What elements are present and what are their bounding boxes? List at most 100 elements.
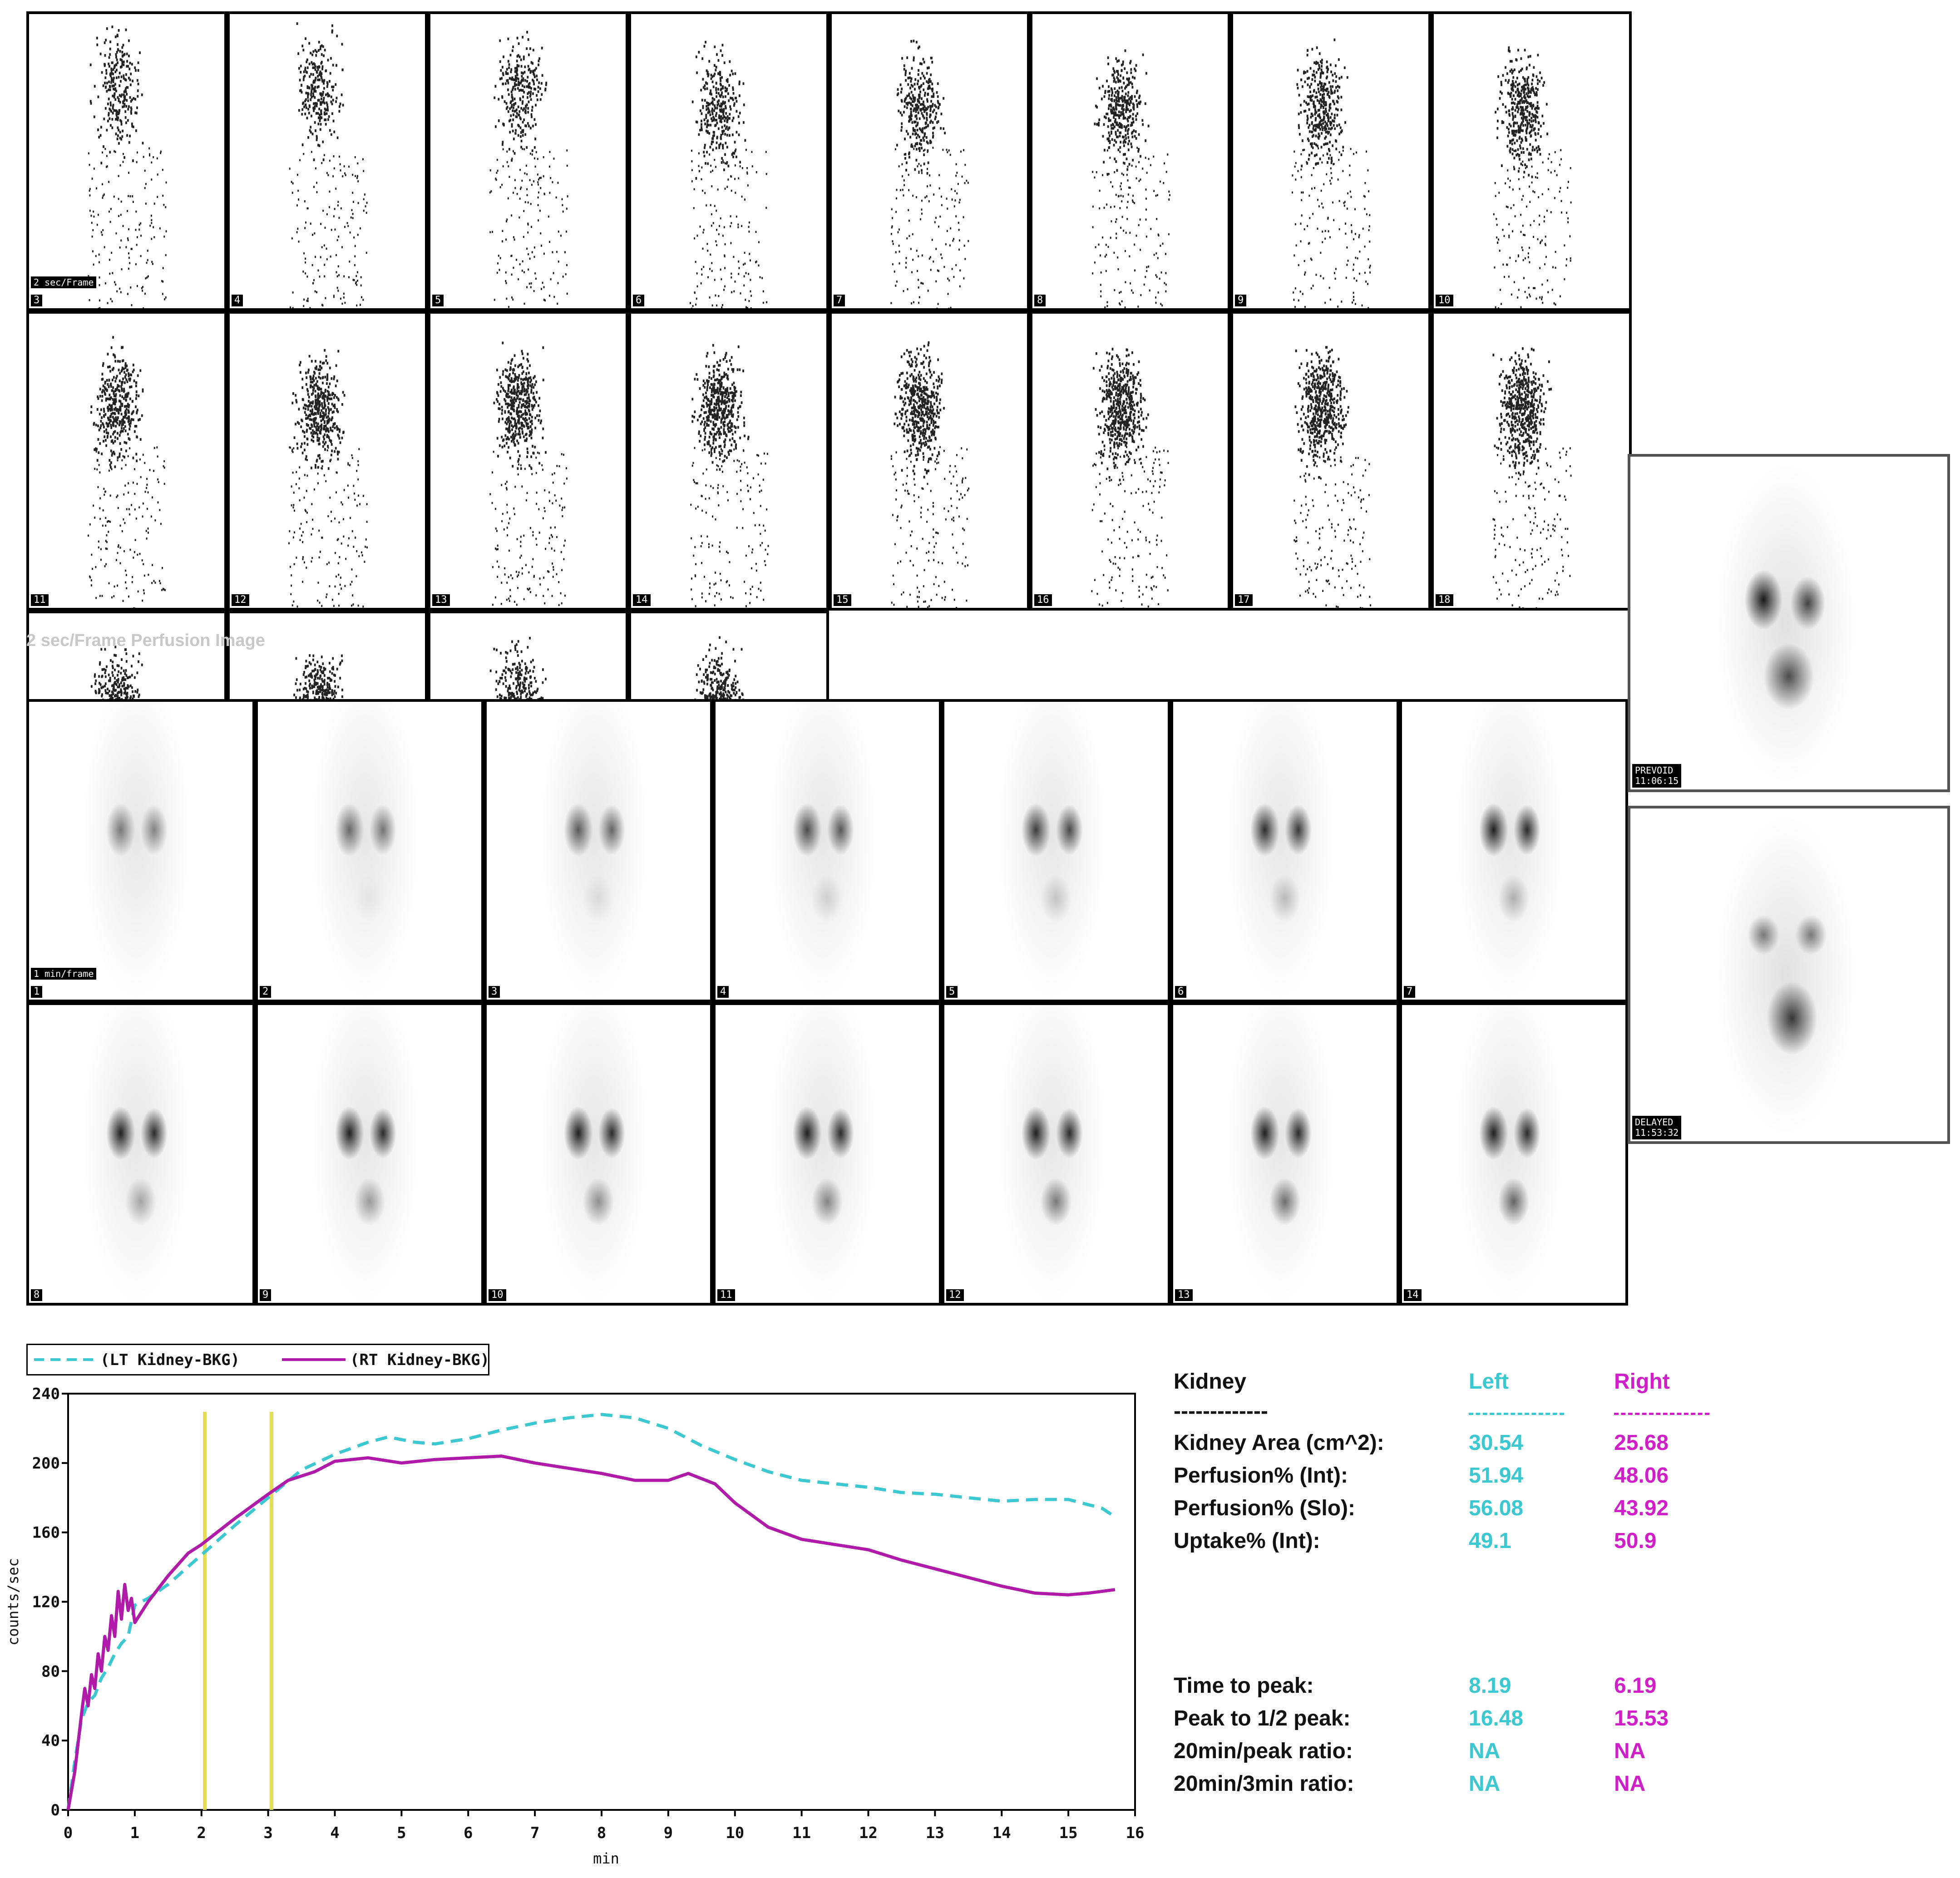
x-tick-label: 13 [926,1824,944,1842]
dynamic-image [83,702,190,1000]
stats-right-value: 48.06 [1614,1464,1669,1488]
stats-right-value: 15.53 [1614,1706,1669,1730]
x-tick-label: 5 [397,1824,406,1842]
dynamic-frame: 12 [942,1002,1170,1306]
dynamic-image [540,702,648,1000]
x-tick-label: 6 [464,1824,473,1842]
prevoid-view: PREVOID 11:06:15 [1628,454,1950,792]
legend-left-label: (LT Kidney-BKG) [100,1351,240,1369]
delayed-label: DELAYED 11:53:32 [1632,1116,1682,1139]
x-tick-label: 9 [664,1824,673,1842]
perfusion-frame: 7 [829,11,1030,311]
perfusion-frame-number: 12 [232,594,249,606]
dynamic-frame: 6 [1170,699,1399,1002]
perfusion-frame: 12 [227,311,428,611]
y-tick-label: 120 [32,1593,60,1612]
perfusion-image [690,344,769,607]
x-tick-label: 14 [992,1824,1011,1842]
perfusion-frame: 14 [628,311,829,611]
perfusion-image [1092,49,1171,308]
prevoid-label: PREVOID 11:06:15 [1632,764,1682,788]
perfusion-image [1492,347,1572,608]
dynamic-frame: 13 [1170,1002,1399,1306]
stats-header-left: Left [1469,1370,1509,1394]
dynamic-frame: 2 [255,699,484,1002]
stats-left-value: 8.19 [1469,1674,1511,1698]
stats-right-value: 43.92 [1614,1496,1669,1520]
stats-right-value: 25.68 [1614,1431,1669,1455]
perfusion-frame-number: 10 [1436,295,1453,306]
dynamic-frame-number: 13 [1175,1289,1193,1301]
y-tick-label: 0 [51,1801,60,1819]
dynamic-image [1227,702,1334,1000]
dynamic-frame-number: 10 [489,1289,506,1301]
perfusion-frame-number: 3 [31,295,43,306]
dynamic-image [769,1005,877,1303]
stats-header-right: Right [1614,1370,1670,1394]
perfusion-frame: 8 [1030,11,1230,311]
x-tick-label: 0 [64,1824,73,1842]
x-tick-label: 15 [1059,1824,1078,1842]
dynamic-frame: 11 [713,1002,942,1306]
stats-right-value: NA [1614,1772,1646,1796]
dynamic-frame: 7 [1399,699,1628,1002]
perfusion-image [88,336,166,608]
stats-left-value: NA [1469,1739,1501,1763]
y-axis-label: counts/sec [5,1558,22,1646]
legend-right-label: (RT Kidney-BKG) [350,1351,488,1369]
perfusion-frame-number: 15 [834,594,851,606]
delayed-image [1716,815,1856,1135]
x-tick-label: 12 [859,1824,878,1842]
x-tick-label: 3 [263,1824,272,1842]
dynamic-frame-number: 7 [1404,986,1416,998]
perfusion-frame-number: 18 [1436,594,1453,606]
perfusion-image [1292,38,1371,308]
perfusion-frame: 4 [227,11,428,311]
dynamic-frame-number: 14 [1404,1289,1422,1301]
perfusion-frame-number: 17 [1235,594,1253,606]
perfusion-image [1294,346,1372,608]
x-tick-label: 7 [530,1824,539,1842]
x-tick-label: 11 [792,1824,811,1842]
stats-header-label: Kidney [1174,1370,1247,1394]
y-tick-label: 200 [32,1454,60,1473]
perfusion-frame-number: 9 [1235,295,1247,306]
perfusion-image [890,39,969,308]
stats-row-label: Perfusion% (Slo): [1174,1496,1356,1520]
stats-left-value: 30.54 [1469,1431,1524,1455]
perfusion-frame: 2 sec/Frame 3 [26,11,227,311]
perfusion-frame-number: 14 [633,594,651,606]
perfusion-image [489,341,568,606]
perfusion-frame-number: 11 [31,594,49,606]
x-tick-label: 16 [1126,1824,1145,1842]
dynamic-image [311,702,419,1000]
perfusion-frame-number: 13 [432,594,450,606]
dynamic-frame-number: 4 [717,986,729,998]
stats-row-label: Kidney Area (cm^2): [1174,1431,1384,1455]
perfusion-frame: 6 [628,11,829,311]
x-tick-label: 1 [130,1824,139,1842]
dynamic-frame: 9 [255,1002,484,1306]
stats-row-label: Peak to 1/2 peak: [1174,1706,1351,1730]
dynamic-frame: 4 [713,699,942,1002]
perfusion-frame: 9 [1230,11,1431,311]
dynamic-frame-number: 9 [260,1289,272,1301]
y-tick-label: 160 [32,1524,60,1542]
perfusion-frame: 10 [1431,11,1632,311]
x-tick-label: 8 [597,1824,606,1842]
perfusion-image [690,40,768,308]
perfusion-frame: 13 [428,311,628,611]
stats-left-value: 49.1 [1469,1529,1511,1553]
dynamic-image [998,1005,1106,1303]
dynamic-frame-number: 6 [1175,986,1187,998]
perfusion-frame: 5 [428,11,628,311]
perfusion-caption: 2 sec/Frame Perfusion Image [26,631,265,650]
dynamic-frame-number: 8 [31,1289,43,1301]
prevoid-image [1716,463,1856,783]
left-kidney-curve [66,1413,1116,1810]
perfusion-image [1091,348,1169,608]
perfusion-frame-number: 5 [432,295,444,306]
dynamic-frame: 10 [484,1002,713,1306]
dynamic-frame: 5 [942,699,1170,1002]
perfusion-frame: 17 [1230,311,1431,611]
